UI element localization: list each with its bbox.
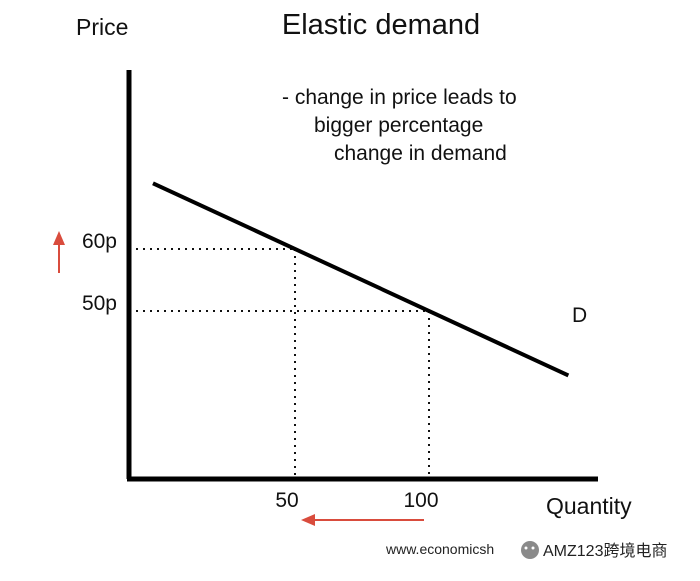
y-axis-label: Price xyxy=(76,14,128,40)
wechat-logo-icon xyxy=(521,541,539,559)
x-tick-label-50: 50 xyxy=(275,489,298,512)
annotation-line-2: bigger percentage xyxy=(314,114,483,137)
watermark-site-text: www.economicsh xyxy=(385,541,494,557)
y-tick-label-60p: 60p xyxy=(82,230,117,253)
demand-curve xyxy=(152,181,570,378)
chart-title: Elastic demand xyxy=(282,9,480,41)
quantity-decrease-arrow xyxy=(301,514,424,526)
annotation-line-3: change in demand xyxy=(334,142,507,165)
watermark: www.economicsh AMZ123跨境电商 xyxy=(385,541,667,560)
x-axis-label: Quantity xyxy=(546,493,632,519)
x-tick-label-100: 100 xyxy=(403,489,438,512)
demand-curve-label: D xyxy=(572,304,587,327)
price-increase-arrow xyxy=(53,231,65,273)
watermark-brand-text: AMZ123跨境电商 xyxy=(543,541,667,560)
y-tick-label-50p: 50p xyxy=(82,292,117,315)
annotation-line-1: - change in price leads to xyxy=(282,86,517,109)
